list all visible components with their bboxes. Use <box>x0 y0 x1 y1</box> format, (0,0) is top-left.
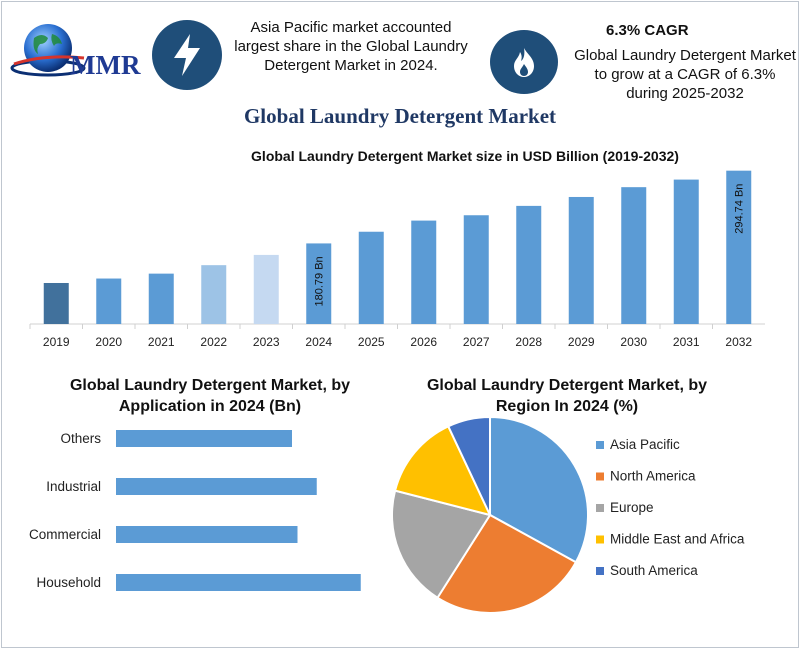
bar-2019 <box>43 282 69 324</box>
x-tick-label-2031: 2031 <box>673 335 700 349</box>
data-label-2024: 180.79 Bn <box>314 256 326 306</box>
x-tick-label-2028: 2028 <box>515 335 542 349</box>
region-pie-chart: Asia Pacific North America Europe Middle Ea… <box>391 415 745 614</box>
x-tick-label-2020: 2020 <box>95 335 122 349</box>
flame-icon <box>490 30 558 94</box>
bar-2032 <box>726 170 752 324</box>
category-label-industrial: Industrial <box>46 479 101 494</box>
x-tick-label-2022: 2022 <box>200 335 227 349</box>
bar-2024 <box>306 243 332 324</box>
bar-2029 <box>568 196 594 324</box>
application-bar-chart: Others Industrial Commercial Household <box>29 430 361 591</box>
data-label-2032: 294.74 Bn <box>734 184 746 234</box>
application-chart-title: Global Laundry Detergent Market, by Appl… <box>69 377 351 415</box>
region-chart-title: Global Laundry Detergent Market, by Regi… <box>426 377 708 415</box>
x-tick-label-2025: 2025 <box>358 335 385 349</box>
hbar-commercial <box>116 526 298 543</box>
region-share-note: Asia Pacific market accounted largest sh… <box>234 19 468 74</box>
bar-2023 <box>253 254 279 324</box>
bar-2028 <box>516 205 542 324</box>
x-tick-label-2019: 2019 <box>43 335 70 349</box>
category-label-commercial: Commercial <box>29 527 101 542</box>
legend-swatch <box>596 472 604 481</box>
legend-item-middle-east-and-africa: Middle East and Africa <box>610 532 745 547</box>
pie-slice-middle-east-and-africa <box>393 424 492 517</box>
cagr-title: 6.3% CAGR <box>606 22 689 39</box>
cagr-note: Global Laundry Detergent Market to grow … <box>574 47 796 102</box>
legend-item-asia-pacific: Asia Pacific <box>610 437 680 452</box>
bar-2020 <box>96 278 122 324</box>
category-label-others: Others <box>60 431 101 446</box>
main-title: Global Laundry Detergent Market <box>243 104 557 128</box>
bar-2031 <box>673 179 699 324</box>
x-tick-label-2027: 2027 <box>463 335 490 349</box>
hbar-others <box>116 430 292 447</box>
bar-2021 <box>148 273 174 324</box>
bar-2030 <box>621 187 647 324</box>
bar-chart-title: Global Laundry Detergent Market size in … <box>251 148 679 164</box>
pie-slice-south-america <box>446 415 491 516</box>
mmr-logo: MMR <box>8 18 148 82</box>
legend-item-south-america: South America <box>610 563 698 578</box>
legend-swatch <box>596 441 604 449</box>
market-size-bar-chart: 2019 2020 2021 2022 2023 2024 180.79 Bn 2025 202… <box>29 170 765 349</box>
pie-slice-asia-pacific <box>489 415 589 564</box>
pie-slice-north-america <box>436 513 578 614</box>
legend-item-europe: Europe <box>610 500 654 515</box>
logo-text: MMR <box>70 50 141 80</box>
legend-swatch <box>596 535 604 544</box>
x-tick-label-2032: 2032 <box>725 335 752 349</box>
legend-swatch <box>596 567 604 575</box>
bar-2027 <box>463 215 489 324</box>
legend-swatch <box>596 504 604 512</box>
x-tick-label-2023: 2023 <box>253 335 280 349</box>
bar-2026 <box>411 220 437 324</box>
legend-item-north-america: North America <box>610 469 696 484</box>
bar-2022 <box>201 265 227 324</box>
bar-2025 <box>358 231 384 324</box>
x-tick-label-2024: 2024 <box>305 335 332 349</box>
lightning-icon <box>152 20 222 90</box>
x-tick-label-2026: 2026 <box>410 335 437 349</box>
category-label-household: Household <box>36 575 101 590</box>
x-tick-label-2030: 2030 <box>620 335 647 349</box>
x-tick-label-2029: 2029 <box>568 335 595 349</box>
hbar-industrial <box>116 478 317 495</box>
pie-slice-europe <box>391 489 492 600</box>
hbar-household <box>116 574 361 591</box>
x-tick-label-2021: 2021 <box>148 335 175 349</box>
globe-icon <box>10 24 86 77</box>
